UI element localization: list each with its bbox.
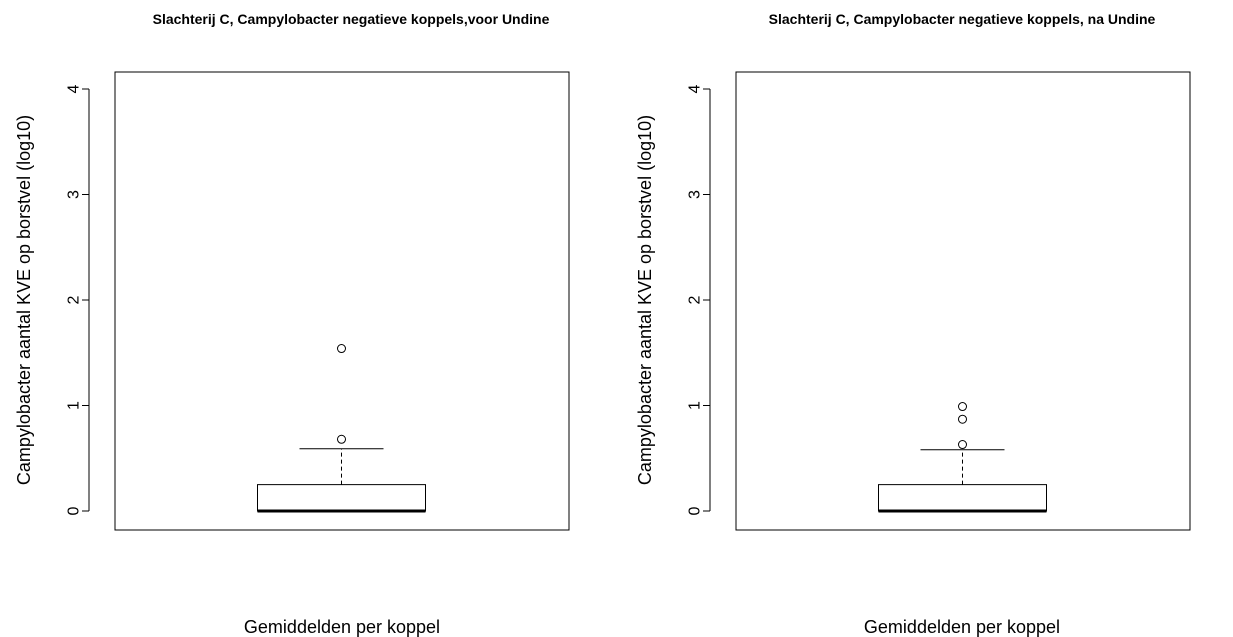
- outlier-point: [958, 440, 967, 450]
- y-tick-label: 3: [687, 190, 704, 199]
- y-tick-label: 3: [66, 190, 83, 199]
- boxplot-panel-na-undine: Slachterij C, Campylobacter negatieve ko…: [635, 11, 1191, 637]
- y-tick-label: 2: [687, 295, 704, 304]
- plot-frame: [114, 71, 570, 531]
- outlier-point: [337, 434, 346, 444]
- plot-marks: 0 1 2 3 4: [687, 84, 1047, 515]
- y-tick-label: 0: [66, 506, 83, 515]
- plot-frame: [735, 71, 1191, 531]
- outlier-point: [337, 344, 346, 354]
- outlier-point: [958, 402, 967, 412]
- outlier-point: [958, 414, 967, 424]
- y-tick-label: 1: [687, 401, 704, 410]
- plot-marks: 0 1 2 3 4: [66, 84, 426, 515]
- iqr-box: [257, 484, 426, 512]
- y-tick-label: 1: [66, 401, 83, 410]
- chart-title: Slachterij C, Campylobacter negatieve ko…: [769, 11, 1156, 27]
- iqr-box: [878, 484, 1047, 512]
- y-axis-label: Campylobacter aantal KVE op borstvel (lo…: [635, 115, 655, 485]
- y-tick-label: 4: [687, 84, 704, 93]
- y-tick-label: 0: [687, 506, 704, 515]
- x-axis-label: Gemiddelden per koppel: [864, 617, 1060, 637]
- y-tick-label: 2: [66, 295, 83, 304]
- chart-title: Slachterij C, Campylobacter negatieve ko…: [153, 11, 550, 27]
- boxplot-panel-voor-undine: Slachterij C, Campylobacter negatieve ko…: [14, 11, 570, 637]
- y-tick-label: 4: [66, 84, 83, 93]
- y-axis-label: Campylobacter aantal KVE op borstvel (lo…: [14, 115, 34, 485]
- x-axis-label: Gemiddelden per koppel: [244, 617, 440, 637]
